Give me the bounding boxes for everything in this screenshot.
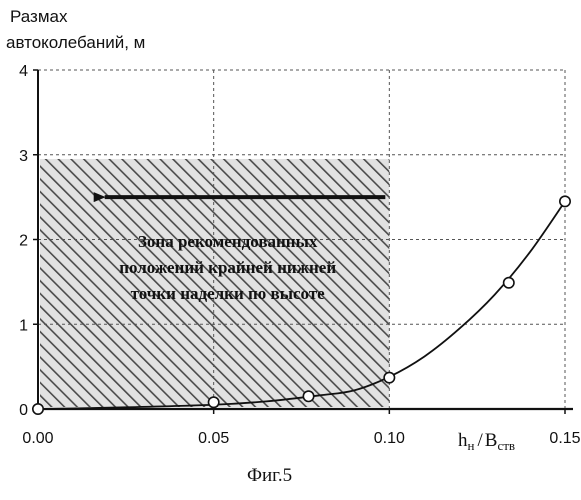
x-label-slash: / <box>477 430 483 451</box>
x-tick-label-1: 0.05 <box>198 430 229 447</box>
x-axis-label: hн/Bств <box>458 430 515 453</box>
x-label-sub-n: н <box>468 438 475 453</box>
x-label-sub-stv: ств <box>497 438 515 453</box>
y-axis-label-line-1: Размах <box>10 7 68 26</box>
zone-text-line-3: точки наделки по высоте <box>131 284 326 303</box>
data-point-2 <box>303 391 313 401</box>
y-axis-label-line-2: автоколебаний, м <box>6 33 145 52</box>
x-label-h: h <box>458 430 468 451</box>
y-ticks: 0 1 2 3 4 <box>19 63 38 419</box>
x-tick-label-3: 0.15 <box>549 430 580 447</box>
y-tick-label-4: 4 <box>19 63 28 80</box>
zone-text-line-1: Зона рекомендованных <box>138 232 318 251</box>
zone-text-line-2: положений крайней нижней <box>119 258 336 277</box>
y-tick-label-2: 2 <box>19 233 28 250</box>
data-point-3 <box>384 372 394 382</box>
y-tick-label-1: 1 <box>19 317 28 334</box>
x-tick-label-2: 0.10 <box>374 430 405 447</box>
y-tick-label-3: 3 <box>19 148 28 165</box>
data-point-1 <box>208 397 218 407</box>
x-label-b: B <box>485 430 498 451</box>
figure-caption: Фиг.5 <box>247 465 292 486</box>
data-point-0 <box>33 404 43 414</box>
data-point-5 <box>560 196 570 206</box>
x-tick-label-0: 0.00 <box>22 430 53 447</box>
data-point-4 <box>504 278 514 288</box>
y-tick-label-0: 0 <box>19 402 28 419</box>
